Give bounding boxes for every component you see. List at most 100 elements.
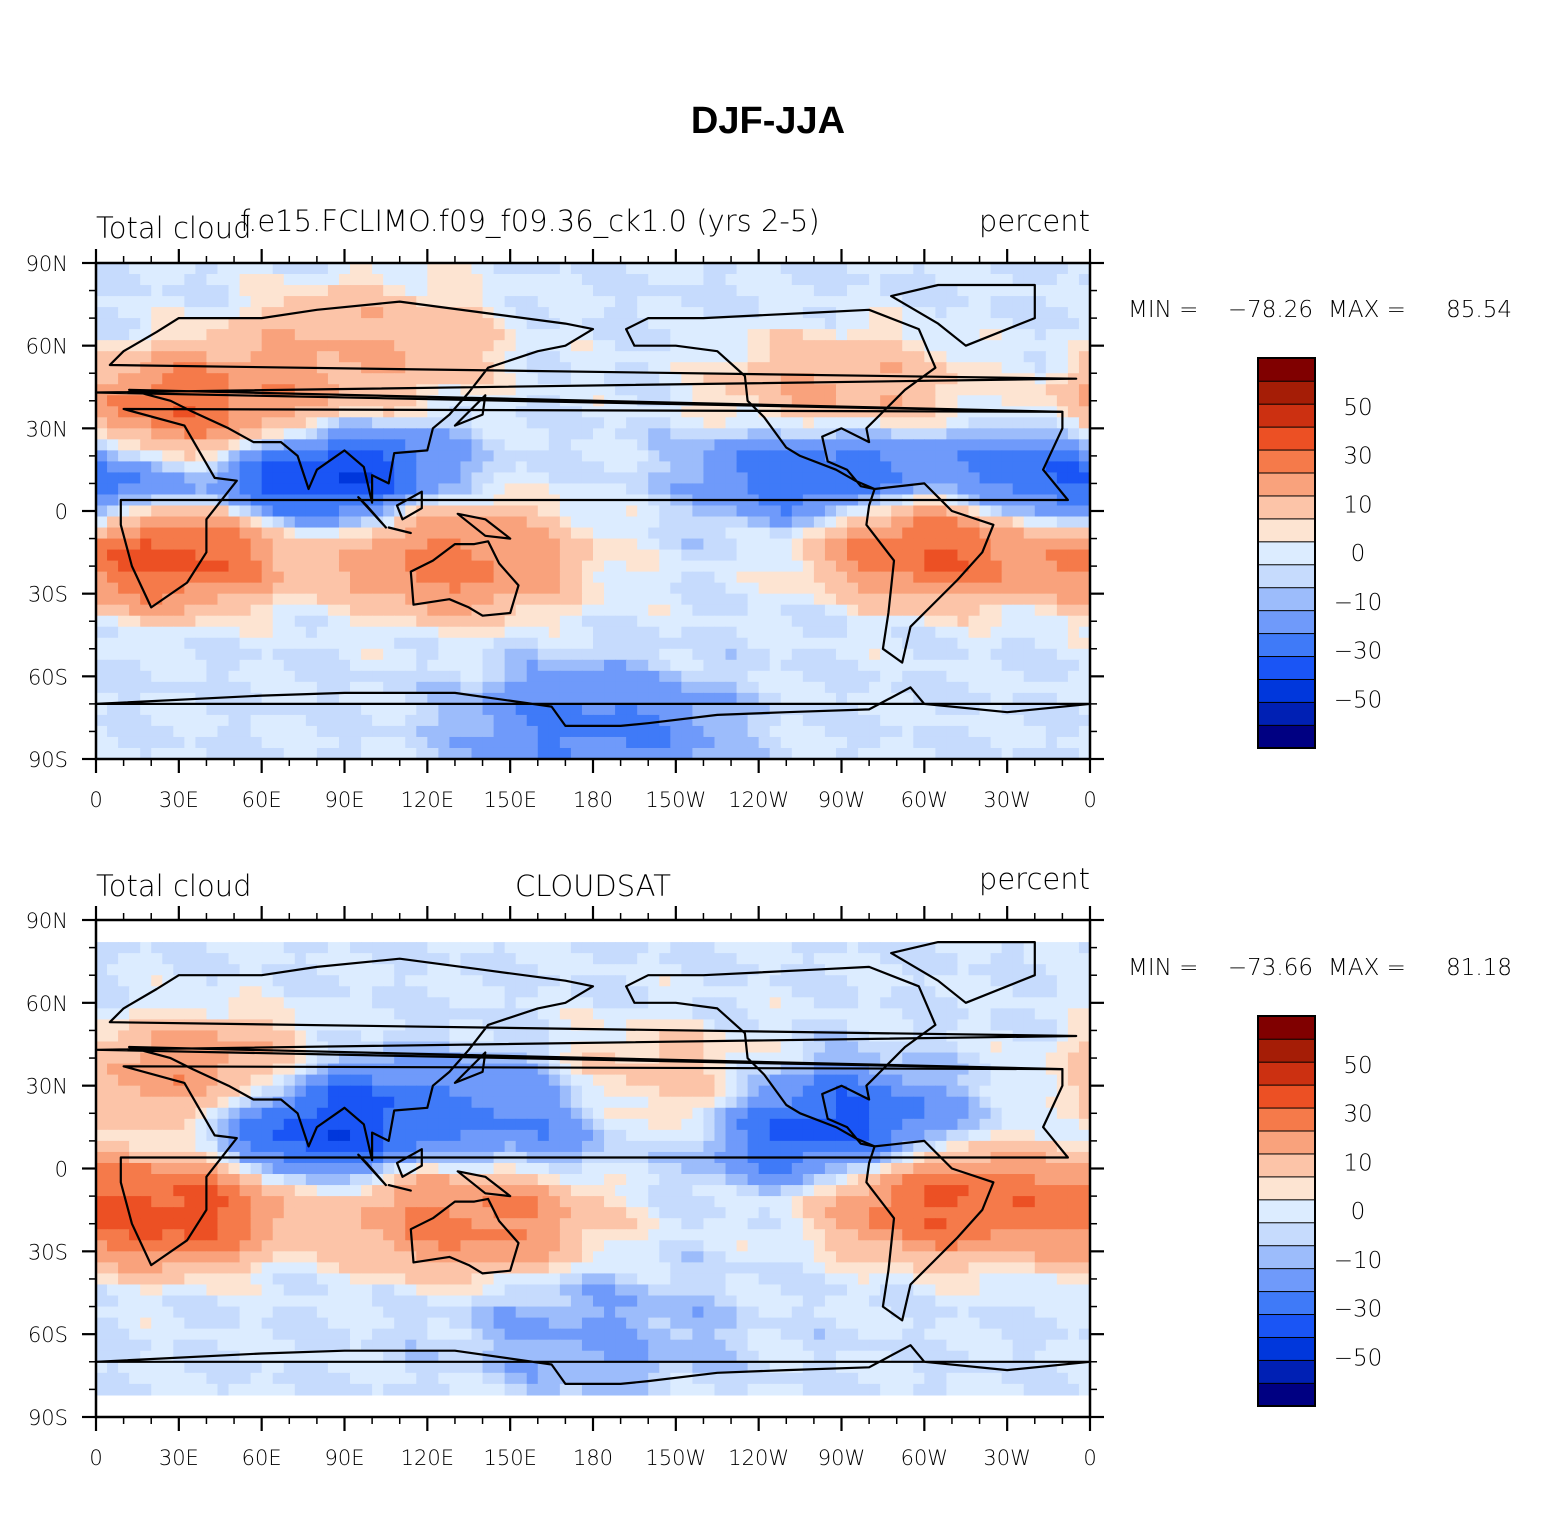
field-cell <box>1001 571 1014 584</box>
field-cell <box>427 997 439 1009</box>
field-cell <box>327 571 340 584</box>
field-cell <box>824 527 837 540</box>
field-cell <box>570 505 583 518</box>
field-cell <box>1078 1019 1091 1032</box>
field-cell <box>913 626 925 639</box>
field-cell <box>438 953 451 965</box>
field-cell <box>891 571 903 584</box>
field-cell <box>427 1019 439 1032</box>
field-cell <box>338 549 351 562</box>
field-cell <box>361 604 373 617</box>
field-cell <box>460 1008 473 1020</box>
field-cell <box>206 472 219 485</box>
field-cell <box>1012 472 1025 485</box>
field-cell <box>471 439 484 451</box>
field-cell <box>316 703 329 716</box>
field-cell <box>460 549 473 562</box>
field-cell <box>140 505 152 518</box>
field-cell <box>361 997 373 1009</box>
field-cell <box>294 648 307 661</box>
field-cell <box>935 439 948 451</box>
field-cell <box>935 450 948 462</box>
field-cell <box>968 516 981 529</box>
field-cell <box>250 997 263 1009</box>
field-cell <box>460 329 473 341</box>
field-cell <box>372 274 384 286</box>
field-cell <box>725 571 738 584</box>
field-cell <box>195 428 208 440</box>
field-cell <box>1045 1019 1058 1032</box>
field-cell <box>394 626 406 639</box>
field-cell <box>460 975 473 987</box>
field-cell <box>228 329 241 341</box>
field-cell <box>129 703 141 716</box>
field-cell <box>449 747 462 760</box>
field-cell <box>979 483 992 496</box>
field-cell <box>140 461 152 474</box>
field-cell <box>327 406 340 418</box>
field-cell <box>438 340 451 352</box>
field-cell <box>593 747 605 760</box>
field-cell <box>1001 296 1014 308</box>
field-cell <box>957 725 970 738</box>
field-cell <box>891 975 903 987</box>
field-cell <box>515 593 528 606</box>
field-cell <box>891 461 903 474</box>
field-cell <box>891 582 903 595</box>
field-cell <box>239 472 252 485</box>
field-cell <box>581 692 594 705</box>
field-cell <box>780 703 793 716</box>
field-cell <box>968 571 981 584</box>
field-cell <box>824 975 837 987</box>
field-cell <box>703 505 716 518</box>
field-cell <box>217 725 230 738</box>
field-cell <box>283 439 296 451</box>
field-cell <box>648 406 660 418</box>
field-cell <box>714 703 727 716</box>
field-cell <box>96 953 108 965</box>
field-cell <box>758 384 771 396</box>
field-cell <box>637 637 649 650</box>
field-cell <box>416 285 428 297</box>
field-cell <box>847 538 859 551</box>
field-cell <box>140 428 152 440</box>
field-cell <box>880 571 892 584</box>
field-cell <box>537 703 550 716</box>
field-cell <box>515 307 528 319</box>
field-cell <box>394 318 406 330</box>
field-cell <box>1034 329 1047 341</box>
field-cell <box>272 439 285 451</box>
field-cell <box>261 516 274 529</box>
field-cell <box>239 582 252 595</box>
field-cell <box>714 637 727 650</box>
field-cell <box>1078 593 1091 606</box>
field-cell <box>714 659 727 672</box>
field-cell <box>880 538 892 551</box>
field-cell <box>791 538 804 551</box>
field-cell <box>769 986 782 998</box>
field-cell <box>206 659 219 672</box>
field-cell <box>438 549 451 562</box>
field-cell <box>780 681 793 694</box>
field-cell <box>780 714 793 727</box>
field-cell <box>118 296 130 308</box>
field-cell <box>350 736 362 749</box>
field-cell <box>1023 527 1036 540</box>
field-cell <box>581 362 594 374</box>
field-cell <box>968 593 981 606</box>
field-cell <box>604 439 616 451</box>
field-cell <box>405 997 417 1009</box>
field-cell <box>471 428 484 440</box>
field-cell <box>891 714 903 727</box>
field-cell <box>670 428 682 440</box>
field-cell <box>725 505 738 518</box>
field-cell <box>670 307 682 319</box>
field-cell <box>924 703 936 716</box>
field-cell <box>449 549 462 562</box>
field-cell <box>626 747 638 760</box>
field-cell <box>847 362 859 374</box>
field-cell <box>703 604 716 617</box>
field-cell <box>195 997 208 1009</box>
field-cell <box>338 483 351 496</box>
field-cell <box>1078 1008 1091 1020</box>
